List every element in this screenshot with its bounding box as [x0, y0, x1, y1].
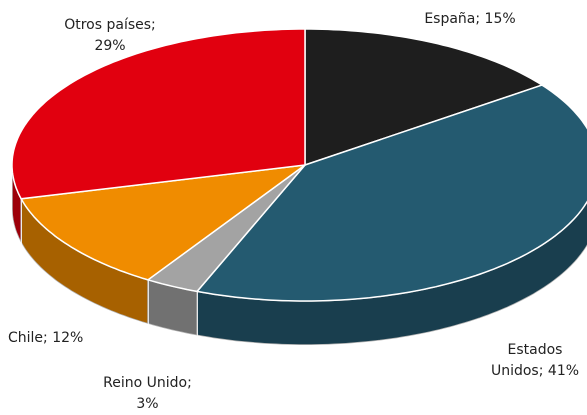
slice	[19, 163, 308, 281]
category-label: España;	[424, 11, 481, 27]
slice-side-shade	[21, 198, 149, 324]
category-label: Chile;	[8, 330, 48, 346]
slice-side-shade	[148, 279, 198, 336]
value-label: 3%	[136, 396, 159, 412]
value-label: 29%	[94, 38, 126, 54]
value-label: 41%	[547, 363, 580, 379]
slice-label: España; 15%	[405, 9, 535, 30]
value-label: 15%	[484, 11, 516, 27]
slice-label: Chile; 12%	[8, 328, 108, 349]
slice-label: Estados Unidos; 41%	[480, 340, 587, 382]
slice	[146, 164, 306, 293]
category-label: Reino Unido;	[103, 375, 192, 391]
slice-label: Otros países; 29%	[50, 15, 170, 57]
slice-side-shade	[197, 201, 587, 345]
value-label: 12%	[52, 330, 84, 346]
slice	[304, 28, 544, 167]
category-label: Otros países;	[64, 17, 156, 33]
slice	[195, 84, 587, 302]
category-label: Estados Unidos;	[490, 342, 563, 379]
slice	[11, 28, 306, 200]
slice-label: Reino Unido; 3%	[95, 373, 200, 415]
